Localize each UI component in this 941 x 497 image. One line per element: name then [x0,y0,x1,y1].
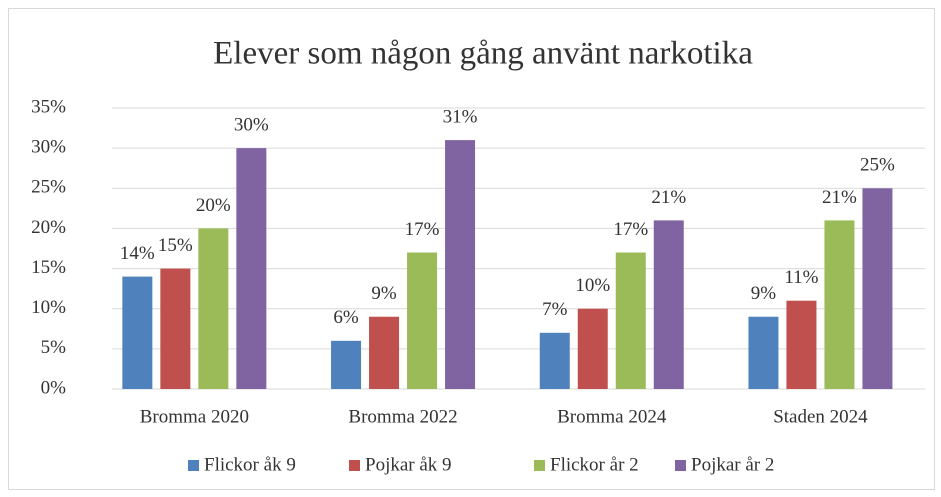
bar [539,332,570,389]
bar [786,300,817,389]
y-tick-label: 10% [31,297,66,318]
bar [577,308,608,389]
bar [748,316,779,389]
data-label: 17% [613,219,648,240]
x-tick-label: Bromma 2020 [140,406,249,427]
legend-swatch [349,460,360,471]
y-tick-label: 15% [31,257,66,278]
legend-swatch [534,460,545,471]
legend-label: Flickor år 2 [550,454,639,475]
data-label: 21% [651,187,686,208]
data-label: 21% [822,187,857,208]
data-label: 10% [575,275,610,296]
data-label: 7% [542,299,568,320]
y-tick-label: 25% [31,177,66,198]
data-label: 6% [333,307,359,328]
bar [824,220,855,389]
y-tick-label: 30% [31,137,66,158]
data-label: 9% [371,283,397,304]
y-tick-label: 35% [31,96,66,117]
data-label: 9% [751,283,777,304]
x-tick-label: Bromma 2024 [557,406,667,427]
x-tick-label: Staden 2024 [773,406,868,427]
y-tick-label: 20% [31,217,66,238]
x-tick-label: Bromma 2022 [348,406,457,427]
bar [407,252,438,389]
data-label: 11% [784,267,818,288]
data-label: 30% [234,115,269,136]
data-label: 15% [158,235,193,256]
bar [653,220,684,389]
data-label: 17% [405,219,440,240]
bar [862,188,893,389]
legend-label: Flickor åk 9 [204,454,296,475]
y-tick-label: 5% [41,337,67,358]
bar [615,252,646,389]
y-tick-label: 0% [41,377,67,398]
legend-label: Pojkar år 2 [691,454,774,475]
legend-label: Pojkar åk 9 [365,454,452,475]
data-label: 25% [860,155,895,176]
bar [369,316,400,389]
bar [160,268,191,389]
bar [122,276,153,389]
data-label: 20% [196,195,231,216]
bar [198,228,229,389]
bar [331,340,362,389]
chart-title: Elever som någon gång använt narkotika [213,36,753,72]
bar [236,148,267,389]
legend-swatch [675,460,686,471]
bar [445,140,476,389]
data-label: 31% [443,106,478,127]
legend-swatch [188,460,199,471]
data-label: 14% [120,243,155,264]
